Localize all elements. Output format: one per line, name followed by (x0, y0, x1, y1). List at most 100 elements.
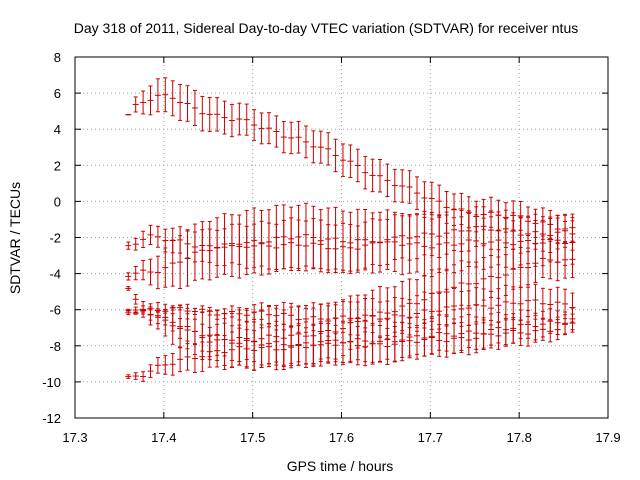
data-point (162, 77, 169, 113)
x-tick-label: 17.8 (507, 430, 532, 445)
y-tick-label: -2 (49, 231, 61, 246)
data-point (421, 322, 428, 357)
data-point (554, 243, 561, 282)
data-point (177, 346, 184, 373)
data-point (258, 112, 265, 145)
data-point (132, 96, 139, 113)
data-point (562, 314, 569, 335)
data-point (184, 230, 191, 287)
data-point (347, 144, 354, 178)
data-point (280, 329, 287, 370)
data-point (169, 313, 176, 332)
data-point (295, 120, 302, 154)
data-point (310, 130, 317, 164)
x-tick-label: 17.7 (418, 430, 443, 445)
data-point (154, 78, 161, 113)
data-point (517, 319, 524, 346)
data-point (125, 241, 132, 250)
data-point (147, 309, 154, 321)
data-point (414, 176, 421, 210)
data-point (391, 325, 398, 363)
data-point (140, 230, 147, 249)
data-point (221, 213, 228, 275)
y-tick-label: 6 (54, 86, 61, 101)
data-point (236, 102, 243, 136)
data-point (258, 209, 265, 276)
data-point (428, 320, 435, 355)
data-point (332, 206, 339, 270)
x-tick-label: 17.5 (240, 430, 265, 445)
data-point (421, 181, 428, 215)
data-point (251, 109, 258, 141)
data-point (169, 239, 176, 287)
data-point (369, 212, 376, 274)
data-point (451, 217, 458, 274)
y-tick-label: -8 (49, 339, 61, 354)
x-tick-label: 17.3 (62, 430, 87, 445)
data-point (236, 214, 243, 279)
data-point (191, 344, 198, 374)
data-point (354, 148, 361, 183)
data-point (443, 214, 450, 272)
data-point (339, 143, 346, 177)
y-tick-label: 8 (54, 50, 61, 65)
series-prn-c (125, 202, 576, 290)
data-point (154, 310, 161, 325)
data-point (569, 313, 576, 333)
data-point (184, 85, 191, 122)
data-point (162, 247, 169, 288)
data-point (384, 327, 391, 365)
data-point (243, 329, 250, 369)
data-point (310, 205, 317, 270)
data-point (443, 325, 450, 358)
data-point (154, 225, 161, 248)
y-tick-label: 2 (54, 158, 61, 173)
data-point (177, 318, 184, 339)
data-point (562, 240, 569, 279)
data-point (169, 80, 176, 117)
data-point (147, 224, 154, 245)
data-point (125, 272, 132, 281)
data-point (280, 204, 287, 270)
data-point (347, 321, 354, 362)
data-point (214, 333, 221, 368)
data-point (273, 329, 280, 371)
data-point (280, 120, 287, 154)
data-point (184, 318, 191, 342)
data-point (295, 204, 302, 269)
data-point (339, 210, 346, 273)
data-point (362, 209, 369, 271)
y-tick-label: 0 (54, 194, 61, 209)
data-point (465, 212, 472, 268)
data-point (302, 327, 309, 368)
data-point (228, 103, 235, 138)
x-tick-label: 17.4 (151, 430, 176, 445)
data-point (414, 213, 421, 273)
data-point (125, 374, 132, 379)
data-point (288, 121, 295, 155)
data-point (317, 130, 324, 164)
data-point (199, 95, 206, 132)
data-point (428, 218, 435, 278)
data-point (473, 323, 480, 354)
data-point (451, 322, 458, 355)
data-point (332, 324, 339, 366)
data-point (125, 310, 132, 316)
data-point (206, 335, 213, 368)
data-point (177, 235, 184, 290)
data-point (302, 202, 309, 267)
data-point (265, 112, 272, 145)
data-point (384, 209, 391, 270)
data-point (384, 163, 391, 198)
data-point (325, 132, 332, 166)
data-point (532, 318, 539, 343)
data-point (288, 325, 295, 367)
data-point (265, 209, 272, 275)
data-point (132, 372, 139, 380)
data-point (369, 158, 376, 193)
x-tick-label: 17.6 (329, 430, 354, 445)
data-point (147, 258, 154, 286)
data-point (184, 307, 191, 315)
data-point (399, 322, 406, 358)
